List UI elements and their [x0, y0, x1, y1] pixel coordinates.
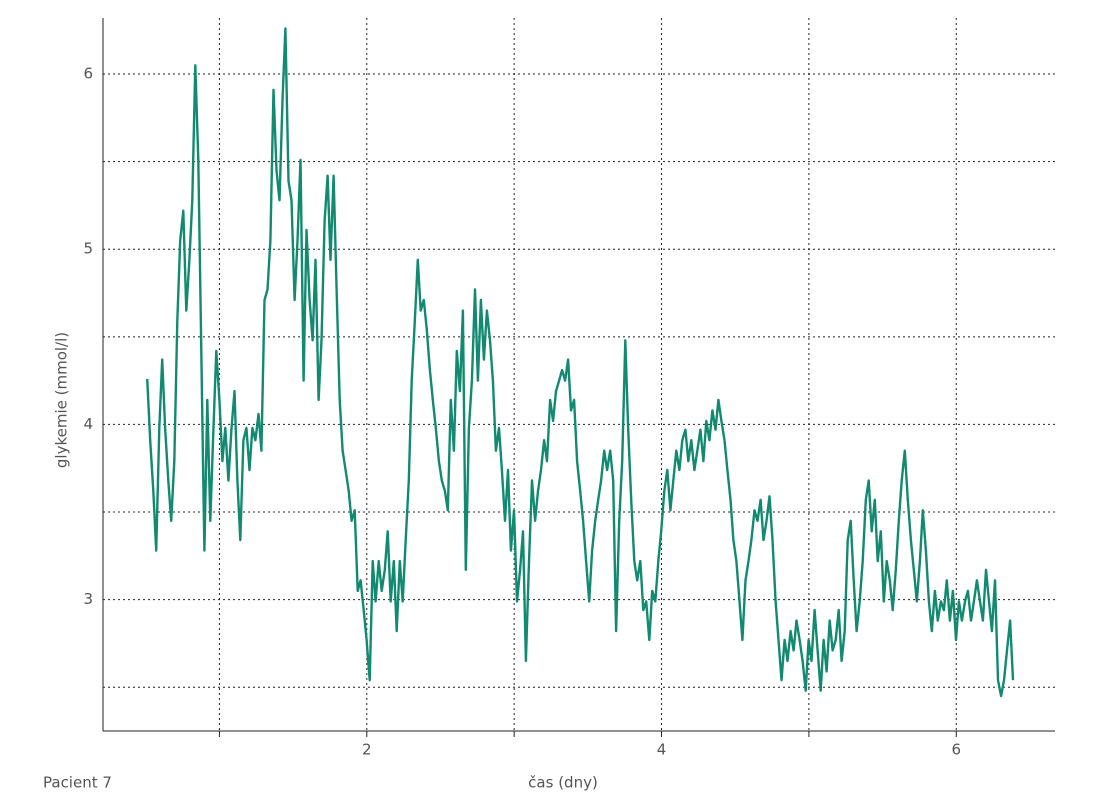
x-tick-label: 6	[951, 741, 961, 759]
y-tick-label: 6	[83, 65, 93, 83]
y-axis-label: glykemie (mmol/l)	[53, 332, 71, 468]
data-line	[146, 27, 1015, 698]
x-axis-label: čas (dny)	[528, 774, 598, 792]
y-tick-label: 3	[83, 590, 93, 608]
y-tick-label: 5	[83, 240, 93, 258]
x-tick-label: 2	[362, 741, 372, 759]
y-tick-label: 4	[83, 415, 93, 433]
annotation: Pacient 7	[43, 774, 112, 792]
x-tick-label: 4	[657, 741, 667, 759]
